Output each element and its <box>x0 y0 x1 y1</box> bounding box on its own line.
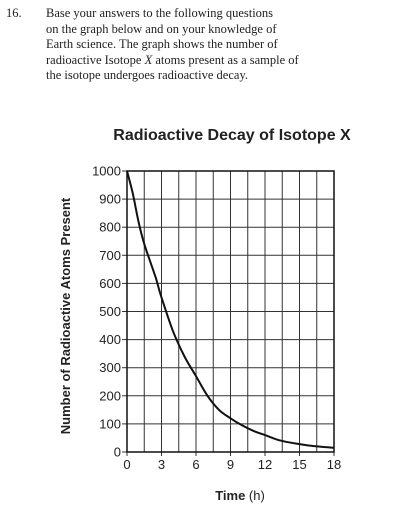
chart-title: Radioactive Decay of Isotope X <box>113 127 351 144</box>
x-tick-label: 18 <box>327 457 341 472</box>
question-line: Base your answers to the following quest… <box>46 6 274 20</box>
question-fragment: atoms present as a sample of <box>152 52 299 67</box>
x-tick-label: 15 <box>292 457 306 472</box>
y-axis-title: Number of Radioactive Atoms Present <box>58 197 73 434</box>
y-tick-label: 0 <box>114 445 121 460</box>
plot-frame <box>126 170 335 453</box>
y-tick-label: 200 <box>99 388 121 403</box>
tick-labels: 0 100 200 300 400 500 600 700 800 900 1000 0 3 6 9 12 15… <box>92 164 341 473</box>
y-tick-label: 800 <box>99 220 121 235</box>
x-tick-label: 0 <box>123 457 130 472</box>
y-tick-label: 600 <box>99 276 121 291</box>
x-tick-label: 3 <box>158 457 165 472</box>
y-tick-label: 1000 <box>92 164 121 179</box>
decay-curve <box>126 170 335 449</box>
x-axis-title: Time (h) <box>215 488 265 503</box>
question-line: on the graph below and on your knowledge… <box>46 21 277 36</box>
question-fragment: radioactive Isotope <box>46 52 145 67</box>
x-tick-label: 12 <box>258 457 272 472</box>
question-line: radioactive Isotope X atoms present as a… <box>46 53 396 69</box>
y-tick-label: 900 <box>99 192 121 207</box>
y-tick-label: 400 <box>99 332 121 347</box>
question-line: the isotope undergoes radioactive decay. <box>46 68 249 82</box>
y-tick-label: 100 <box>99 416 121 431</box>
isotope-variable: X <box>144 52 153 67</box>
y-tick-label: 300 <box>99 360 121 375</box>
y-tick-label: 500 <box>99 304 121 319</box>
y-tick-label: 700 <box>99 248 121 263</box>
question-line: Earth science. The graph shows the numbe… <box>46 37 278 51</box>
grid <box>126 170 335 453</box>
x-axis-unit: (h) <box>249 488 265 503</box>
x-tick-label: 9 <box>227 457 234 472</box>
x-axis-label: Time <box>215 488 245 503</box>
question-number: 16. <box>6 6 22 20</box>
x-tick-label: 6 <box>192 457 199 472</box>
question-text: Base your answers to the following quest… <box>46 6 396 84</box>
